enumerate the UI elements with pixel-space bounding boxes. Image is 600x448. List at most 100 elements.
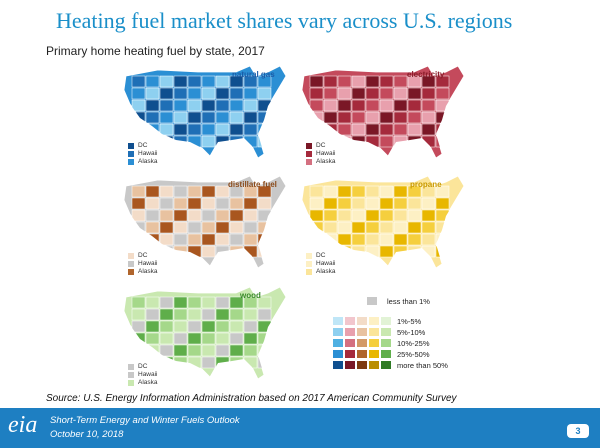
state-region [323, 221, 338, 234]
state-region [215, 296, 230, 309]
state-region [257, 245, 272, 258]
state-region [243, 344, 258, 357]
state-region [201, 75, 216, 88]
legend-swatch [345, 361, 355, 369]
state-region [201, 209, 216, 222]
state-region [145, 308, 160, 321]
state-region [309, 209, 324, 222]
inset-label: Hawaii [138, 371, 158, 378]
state-region [131, 209, 146, 222]
eia-logo: eia [8, 412, 38, 438]
state-region [323, 233, 338, 246]
map-insets: DC Hawaii Alaska [128, 363, 158, 387]
state-region [435, 185, 450, 198]
state-region [351, 75, 366, 88]
state-region [243, 87, 258, 100]
source-note: Source: U.S. Energy Information Administ… [46, 393, 457, 404]
state-region [187, 87, 202, 100]
state-region [435, 245, 450, 258]
state-region [145, 185, 160, 198]
state-region [379, 99, 394, 112]
legend-label: 10%-25% [397, 338, 430, 348]
state-region [407, 185, 422, 198]
state-region [365, 185, 380, 198]
inset-label: Hawaii [138, 150, 158, 157]
state-region [337, 233, 352, 246]
legend-swatch [333, 328, 343, 336]
state-region [229, 99, 244, 112]
state-region [337, 135, 352, 148]
state-region [337, 185, 352, 198]
state-region [379, 197, 394, 210]
state-region [201, 296, 216, 309]
state-region [173, 197, 188, 210]
state-region [187, 197, 202, 210]
state-region [173, 185, 188, 198]
legend: less than 1% 1%-5% 5%-10% 10%-25% 25%-50% mo… [333, 294, 473, 374]
state-region [421, 197, 436, 210]
inset-label: DC [138, 363, 148, 370]
state-region [131, 344, 146, 357]
inset-label: Alaska [316, 268, 336, 275]
legend-swatch [369, 328, 379, 336]
state-region [131, 197, 146, 210]
fuel-label-distillate-fuel: distillate fuel [228, 180, 277, 189]
state-region [173, 75, 188, 88]
state-region [145, 99, 160, 112]
state-region [215, 308, 230, 321]
inset-label: DC [316, 252, 326, 259]
state-region [257, 87, 272, 100]
state-region [435, 111, 450, 124]
state-region [159, 185, 174, 198]
map-insets: DC Hawaii Alaska [306, 142, 336, 166]
inset-item: DC [306, 252, 336, 260]
state-region [159, 308, 174, 321]
inset-item: DC [128, 363, 158, 371]
state-region [229, 332, 244, 345]
state-region [351, 209, 366, 222]
inset-label: Alaska [316, 158, 336, 165]
state-region [159, 123, 174, 136]
state-region [337, 99, 352, 112]
state-region [201, 332, 216, 345]
inset-label: Alaska [138, 379, 158, 386]
state-region [379, 245, 394, 258]
inset-label: Alaska [138, 268, 158, 275]
state-region [309, 111, 324, 124]
inset-item: Alaska [128, 268, 158, 276]
state-region [201, 233, 216, 246]
state-region [145, 344, 160, 357]
state-region [145, 87, 160, 100]
state-region [407, 87, 422, 100]
state-region [131, 320, 146, 333]
state-region [229, 308, 244, 321]
state-region [257, 99, 272, 112]
state-region [201, 87, 216, 100]
state-region [229, 123, 244, 136]
state-region [131, 99, 146, 112]
state-region [201, 320, 216, 333]
state-region [243, 320, 258, 333]
state-region [421, 209, 436, 222]
state-region [145, 221, 160, 234]
state-region [379, 123, 394, 136]
inset-swatch [306, 269, 312, 275]
slide-title: Heating fuel market shares vary across U… [56, 8, 513, 33]
legend-swatch [381, 317, 391, 325]
legend-swatch [345, 339, 355, 347]
state-region [337, 221, 352, 234]
inset-item: Hawaii [306, 150, 336, 158]
state-region [229, 87, 244, 100]
state-region [173, 332, 188, 345]
state-region [351, 233, 366, 246]
state-region [201, 197, 216, 210]
map-insets: DC Hawaii Alaska [128, 142, 158, 166]
inset-swatch [306, 159, 312, 165]
legend-swatch [369, 350, 379, 358]
state-region [365, 75, 380, 88]
inset-swatch [306, 253, 312, 259]
state-region [379, 135, 394, 148]
inset-item: Alaska [128, 158, 158, 166]
state-region [187, 99, 202, 112]
state-region [257, 75, 272, 88]
